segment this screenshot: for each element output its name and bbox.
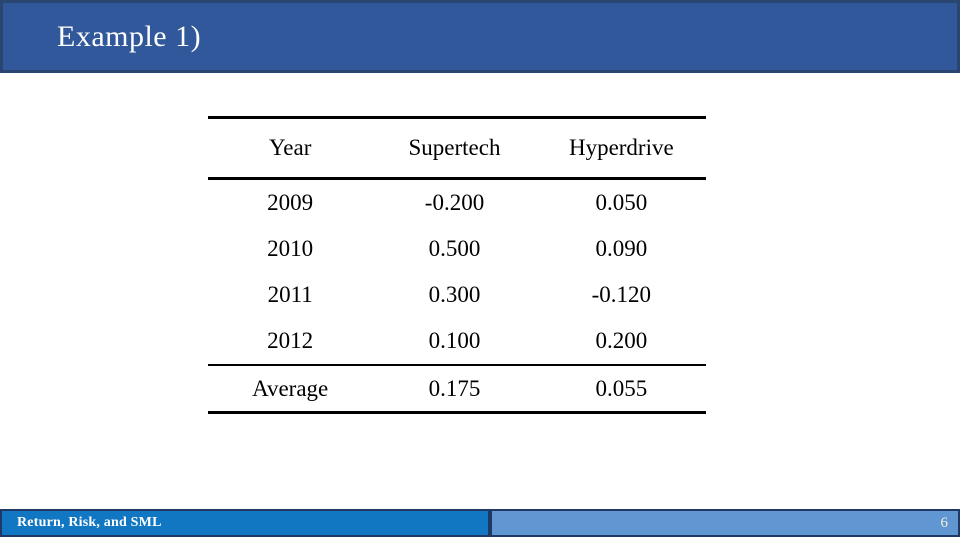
returns-table: Year Supertech Hyperdrive 2009 -0.200 0.… <box>208 116 706 414</box>
cell-supertech: 0.500 <box>428 236 481 261</box>
cell-hyperdrive: 0.050 <box>595 190 648 215</box>
table-header-row: Year Supertech Hyperdrive <box>208 117 706 180</box>
footer-label: Return, Risk, and SML <box>17 515 162 530</box>
table-summary-row: Average 0.175 0.055 <box>208 364 706 413</box>
cell-year: 2009 <box>267 190 314 215</box>
cell-year: 2010 <box>267 236 314 261</box>
cell-supertech: -0.200 <box>424 190 485 215</box>
table-row: 2009 -0.200 0.050 <box>208 179 706 227</box>
footer-title-bar: Return, Risk, and SML <box>0 509 490 537</box>
page-number: 6 <box>940 514 949 531</box>
cell-year: 2012 <box>267 328 314 353</box>
cell-hyperdrive: 0.200 <box>595 328 648 353</box>
cell-hyperdrive: 0.090 <box>595 236 648 261</box>
footer-page-bar: 6 <box>490 509 960 537</box>
slide-title-bar: Example 1) <box>0 0 960 73</box>
cell-average-label: Average <box>208 364 373 413</box>
cell-supertech: 0.300 <box>428 282 481 307</box>
cell-average-hyperdrive: 0.055 <box>536 364 706 413</box>
cell-hyperdrive: -0.120 <box>591 282 652 307</box>
table-row: 2011 0.300 -0.120 <box>208 272 706 318</box>
cell-year: 2011 <box>267 282 313 307</box>
table-row: 2012 0.100 0.200 <box>208 318 706 365</box>
column-header-supertech: Supertech <box>372 117 537 180</box>
cell-average-supertech: 0.175 <box>372 364 537 413</box>
cell-supertech: 0.100 <box>428 328 481 353</box>
column-header-year: Year <box>208 117 373 180</box>
page-title: Example 1) <box>57 19 202 53</box>
table-row: 2010 0.500 0.090 <box>208 226 706 272</box>
returns-table-container: Year Supertech Hyperdrive 2009 -0.200 0.… <box>208 116 706 414</box>
column-header-hyperdrive: Hyperdrive <box>536 117 706 180</box>
